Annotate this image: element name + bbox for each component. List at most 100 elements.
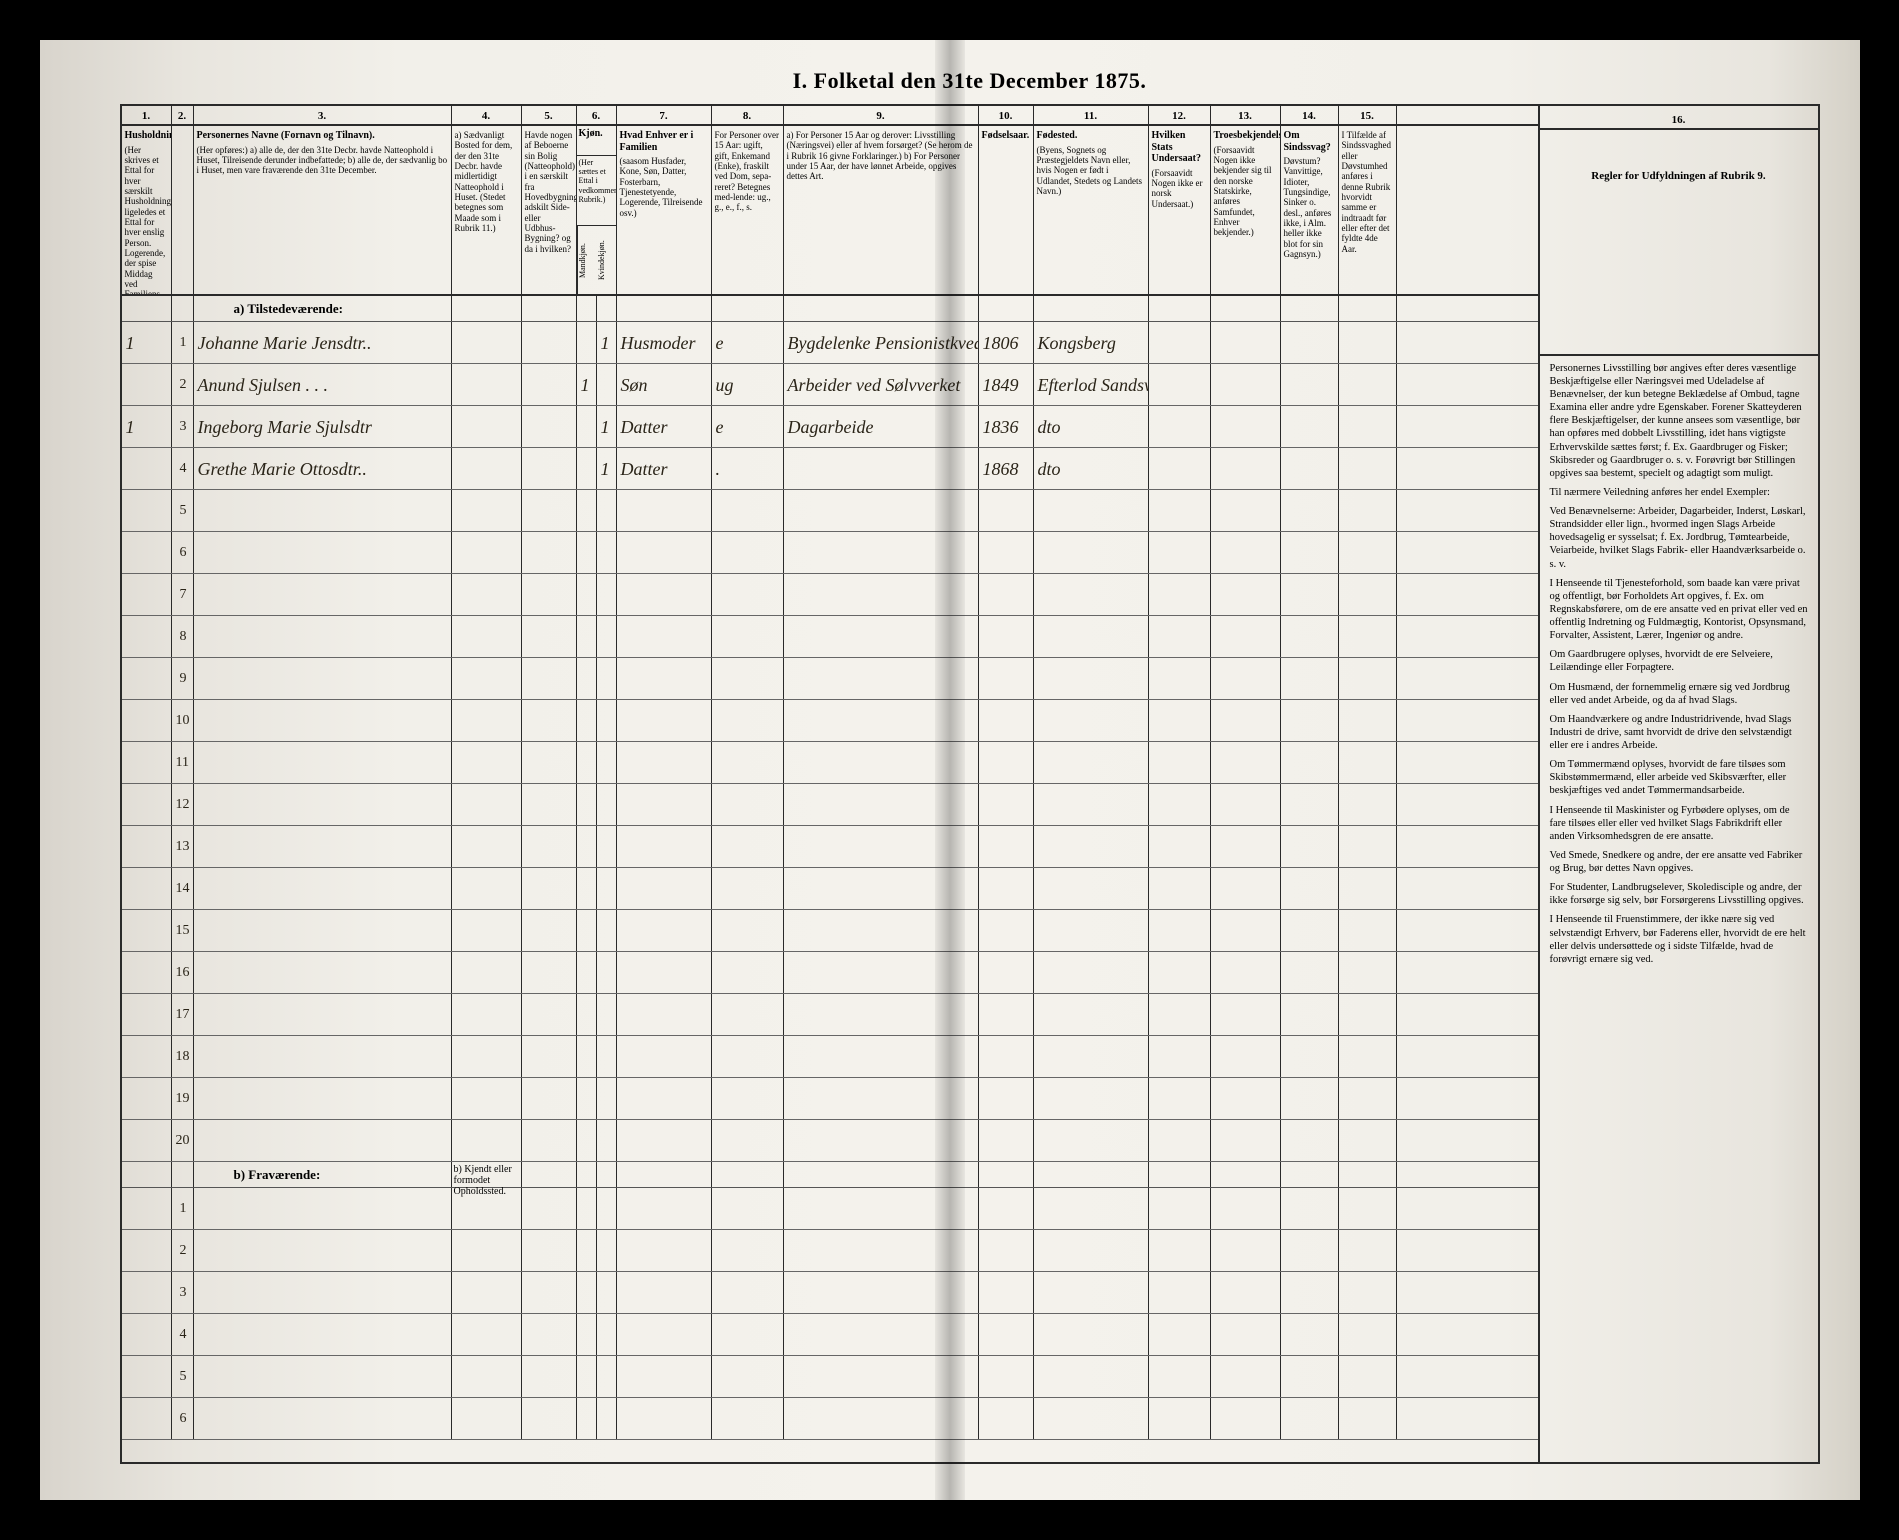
colnum: 2. [172, 106, 194, 126]
cell-occupation: Dagarbeide [784, 406, 979, 447]
cell-c16 [1397, 448, 1538, 489]
cell-person-no: 7 [172, 574, 194, 615]
table-row: 13 [122, 826, 1538, 868]
rules-paragraph: Om Haandværkere og andre Industridrivend… [1550, 713, 1808, 752]
rules-paragraph: For Studenter, Landbrugselever, Skoledis… [1550, 881, 1808, 907]
section-a-label: a) Tilstedeværende: [122, 296, 1538, 322]
rules-paragraph: Om Tømmermænd oplyses, hvorvidt de fare … [1550, 758, 1808, 797]
colnum: 7. [617, 106, 712, 126]
cell-person-no: 8 [172, 616, 194, 657]
table-row: 7 [122, 574, 1538, 616]
rules-paragraph: I Henseende til Fruenstimmere, der ikke … [1550, 913, 1808, 966]
header-c16-side: 16. Regler for Udfyldningen af Rubrik 9. [1540, 106, 1818, 356]
cell-c4 [452, 448, 522, 489]
table-row: 6 [122, 532, 1538, 574]
cell-occupation: Bygdelenke Pensionistkved Kongsb [784, 322, 979, 363]
table-row: 6 [122, 1398, 1538, 1440]
table-row: 11Johanne Marie Jensdtr..1HusmodereBygde… [122, 322, 1538, 364]
cell-c4 [452, 364, 522, 405]
table-row: 5 [122, 490, 1538, 532]
cell-person-no: 13 [172, 826, 194, 867]
cell-c16 [1397, 364, 1538, 405]
cell-c14 [1281, 406, 1339, 447]
cell-birthplace: Efterlod Sandsvær [1034, 364, 1149, 405]
rules-paragraph: Personernes Livsstilling bør angives eft… [1550, 362, 1808, 480]
table-row: 8 [122, 616, 1538, 658]
rules-paragraph: Om Husmænd, der fornemmelig ernære sig v… [1550, 681, 1808, 707]
header-c6: Kjøn. (Her sættes et Ettal i vedkommende… [577, 126, 617, 296]
cell-c13 [1211, 448, 1281, 489]
cell-person-no: 2 [172, 1230, 194, 1271]
cell-birthplace: dto [1034, 406, 1149, 447]
header-c4: a) Sædvanligt Bosted for dem, der den 31… [452, 126, 522, 296]
table-row: 14 [122, 868, 1538, 910]
table-row: 5 [122, 1356, 1538, 1398]
header-c5: Havde nogen af Beboerne sin Bolig (Natte… [522, 126, 577, 296]
cell-birthyear: 1806 [979, 322, 1034, 363]
header-c1: Husholdninger.(Her skrives et Ettal for … [122, 126, 172, 296]
cell-person-no: 5 [172, 1356, 194, 1397]
cell-birthyear: 1849 [979, 364, 1034, 405]
rules-paragraph: Om Gaardbrugere oplyses, hvorvidt de ere… [1550, 648, 1808, 674]
header-c10: Fødselsaar. [979, 126, 1034, 296]
cell-civil: . [712, 448, 784, 489]
cell-relation: Husmoder [617, 322, 712, 363]
cell-person-no: 6 [172, 1398, 194, 1439]
table-body: a) Tilstedeværende: 11Johanne Marie Jens… [122, 296, 1538, 1462]
cell-c5 [522, 448, 577, 489]
cell-c4 [452, 322, 522, 363]
colnum: 15. [1339, 106, 1397, 126]
table-row: 2 [122, 1230, 1538, 1272]
cell-civil: ug [712, 364, 784, 405]
cell-male [577, 406, 597, 447]
cell-person-no: 4 [172, 448, 194, 489]
header-c14: Om Sindssvag?Døvstum? Vanvittige, Idiote… [1281, 126, 1339, 296]
cell-female: 1 [597, 448, 617, 489]
table-row: 4Grethe Marie Ottosdtr..1Datter.1868dto [122, 448, 1538, 490]
table-row: 1 [122, 1188, 1538, 1230]
colnum: 11. [1034, 106, 1149, 126]
cell-person-no: 20 [172, 1120, 194, 1161]
colnum [1397, 106, 1538, 126]
cell-occupation: Arbeider ved Sølvverket [784, 364, 979, 405]
cell-name: Ingeborg Marie Sjulsdtr [194, 406, 452, 447]
cell-relation: Søn [617, 364, 712, 405]
cell-civil: e [712, 322, 784, 363]
rules-paragraph: Til nærmere Veiledning anføres her endel… [1550, 486, 1808, 499]
table-row: 20 [122, 1120, 1538, 1162]
cell-c5 [522, 406, 577, 447]
cell-household: 1 [122, 406, 172, 447]
cell-c5 [522, 322, 577, 363]
cell-female: 1 [597, 322, 617, 363]
rules-paragraph: Ved Smede, Snedkere og andre, der ere an… [1550, 849, 1808, 875]
colnum: 14. [1281, 106, 1339, 126]
cell-c14 [1281, 364, 1339, 405]
rules-paragraph: I Henseende til Maskinister og Fyrbødere… [1550, 804, 1808, 843]
colnum: 12. [1149, 106, 1211, 126]
cell-c15 [1339, 364, 1397, 405]
cell-c12 [1149, 406, 1211, 447]
cell-birthplace: Kongsberg [1034, 322, 1149, 363]
rules-paragraph: I Henseende til Tjenesteforhold, som baa… [1550, 577, 1808, 643]
cell-person-no: 17 [172, 994, 194, 1035]
colnum: 10. [979, 106, 1034, 126]
table-row: 19 [122, 1078, 1538, 1120]
cell-person-no: 18 [172, 1036, 194, 1077]
cell-person-no: 10 [172, 700, 194, 741]
colnum: 1. [122, 106, 172, 126]
cell-birthyear: 1836 [979, 406, 1034, 447]
table-row: 17 [122, 994, 1538, 1036]
cell-household: 1 [122, 322, 172, 363]
cell-c12 [1149, 364, 1211, 405]
header-c12: Hvilken Stats Undersaat?(Forsaavidt Noge… [1149, 126, 1211, 296]
cell-name: Grethe Marie Ottosdtr.. [194, 448, 452, 489]
cell-c5 [522, 364, 577, 405]
cell-relation: Datter [617, 406, 712, 447]
cell-male [577, 448, 597, 489]
rules-column: 16. Regler for Udfyldningen af Rubrik 9.… [1540, 104, 1820, 1464]
cell-household [122, 448, 172, 489]
cell-person-no: 1 [172, 1188, 194, 1229]
rules-paragraph: Ved Benævnelserne: Arbeider, Dagarbeider… [1550, 505, 1808, 571]
cell-male [577, 322, 597, 363]
column-number-row: 1. 2. 3. 4. 5. 6. 7. 8. 9. 10. 11. 12. 1… [122, 106, 1538, 126]
